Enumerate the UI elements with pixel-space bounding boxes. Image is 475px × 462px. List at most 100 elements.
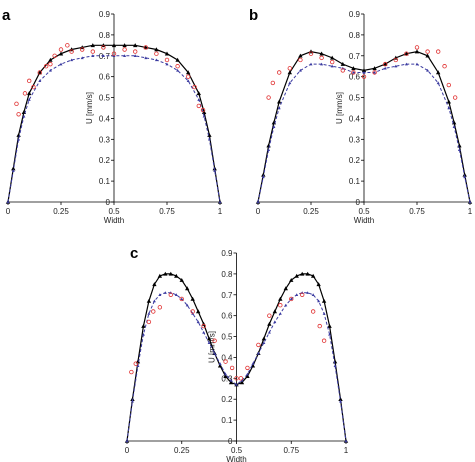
measured-point [101, 45, 106, 50]
measured-point [201, 323, 206, 329]
point-marker [306, 291, 310, 294]
point-marker [111, 43, 117, 48]
point-marker [22, 114, 26, 118]
point-marker [288, 81, 292, 85]
measured-point [317, 323, 322, 329]
point-marker [11, 166, 16, 171]
panel-label: c [130, 245, 138, 262]
y-tick-label: 0.8 [221, 270, 233, 279]
point-marker [144, 56, 148, 60]
point-marker [452, 125, 456, 128]
measured-point [267, 313, 272, 318]
y-tick-label: 0.7 [99, 52, 111, 61]
point-marker [101, 54, 105, 57]
y-tick-label: 0.1 [99, 177, 111, 186]
point-marker [294, 273, 299, 278]
point-marker [425, 53, 430, 58]
point-marker [284, 303, 288, 307]
point-marker [267, 321, 272, 326]
point-marker [305, 271, 310, 276]
point-marker [267, 148, 271, 151]
point-marker [245, 372, 249, 376]
point-marker [141, 323, 146, 328]
y-axis-label: U [mm/s] [335, 92, 344, 124]
point-marker [158, 293, 162, 296]
measured-point [52, 53, 57, 58]
x-tick-label: 0 [256, 207, 261, 216]
point-marker [289, 277, 294, 282]
point-marker [133, 54, 137, 57]
point-marker [180, 297, 184, 301]
measured-point [361, 74, 367, 79]
y-tick-label: 0.7 [349, 52, 361, 61]
point-marker [426, 68, 430, 72]
point-marker [373, 70, 377, 74]
point-marker [436, 70, 441, 75]
measured-point [223, 359, 228, 364]
measured-point [192, 84, 197, 90]
measured-point [383, 61, 388, 67]
point-marker [436, 81, 440, 85]
point-marker [213, 169, 217, 172]
x-tick-label: 0.5 [108, 207, 120, 216]
point-marker [185, 286, 190, 291]
y-tick-label: 0.9 [349, 10, 361, 19]
point-marker [344, 439, 348, 443]
measured-point [154, 51, 159, 56]
y-tick-label: 0.7 [221, 291, 233, 300]
measured-point [58, 47, 64, 52]
point-marker [351, 70, 355, 74]
y-tick-label: 0.2 [99, 156, 111, 165]
x-tick-label: 0.25 [174, 446, 190, 455]
point-marker [125, 439, 129, 443]
point-marker [414, 49, 420, 54]
point-marker [152, 299, 156, 303]
y-tick-label: 0 [228, 437, 233, 446]
x-tick-label: 0.75 [159, 207, 175, 216]
point-marker [38, 79, 42, 83]
y-tick-label: 0.1 [221, 416, 233, 425]
point-marker [147, 312, 151, 315]
point-marker [272, 309, 278, 314]
point-marker [157, 273, 163, 278]
point-marker [133, 43, 138, 48]
x-tick-label: 0.75 [283, 446, 299, 455]
point-marker [229, 378, 233, 382]
point-marker [202, 114, 206, 118]
point-marker [457, 143, 462, 148]
measured-point [157, 305, 163, 310]
y-tick-label: 0.5 [221, 333, 233, 342]
x-tick-label: 0.5 [231, 446, 243, 455]
measured-point [185, 74, 191, 79]
point-marker [143, 45, 148, 50]
x-tick-label: 0.5 [358, 207, 370, 216]
point-marker [122, 43, 127, 48]
x-tick-label: 0.75 [409, 207, 425, 216]
measured-point [446, 82, 451, 88]
measured-point [175, 64, 180, 69]
measured-point [27, 78, 32, 84]
measured-point [122, 47, 127, 52]
point-marker [261, 336, 267, 341]
point-marker [332, 359, 338, 364]
point-marker [322, 312, 326, 315]
measured-point [132, 49, 138, 54]
measured-point [22, 91, 28, 96]
y-tick-label: 0.2 [349, 156, 361, 165]
measured-point [319, 55, 324, 61]
point-marker [6, 200, 10, 204]
measured-point [372, 70, 377, 75]
y-axis-label: U [mm/s] [85, 92, 94, 124]
point-marker [278, 296, 283, 301]
x-axis-label: Width [104, 216, 124, 225]
measured-point [168, 292, 173, 297]
measured-point [340, 68, 345, 73]
y-tick-label: 0.4 [349, 114, 361, 123]
y-tick-label: 0 [106, 198, 111, 207]
point-marker [152, 282, 157, 287]
x-tick-label: 1 [344, 446, 349, 455]
point-marker [190, 296, 195, 301]
point-marker [316, 282, 321, 287]
point-marker [361, 68, 367, 73]
